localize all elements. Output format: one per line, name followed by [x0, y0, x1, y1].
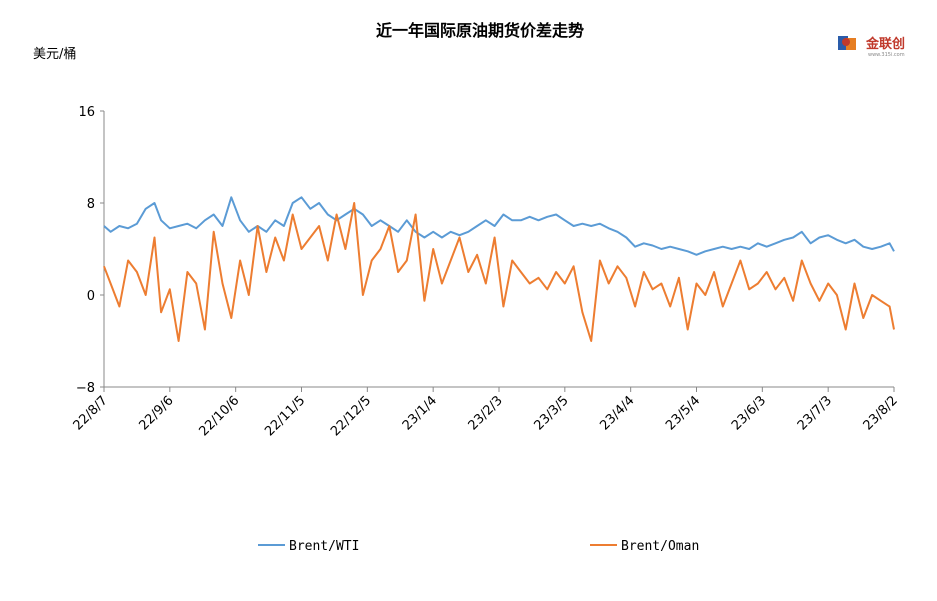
legend: Brent/WTI Brent/Oman — [258, 539, 699, 554]
brand-logo: 金联创 www.315i.com — [838, 36, 905, 58]
y-tick-label: 16 — [78, 105, 95, 120]
x-tick-label: 23/4/4 — [597, 393, 637, 433]
legend-item-brent-oman: Brent/Oman — [590, 539, 699, 554]
x-ticks: 22/8/7 22/9/6 22/10/6 22/11/5 22/12/5 23/1/4 2… — [71, 387, 901, 439]
x-tick-label: 22/11/5 — [262, 393, 308, 439]
legend-label: Brent/Oman — [621, 539, 699, 554]
series-line-brent-wti — [103, 196, 895, 256]
legend-item-brent-wti: Brent/WTI — [258, 539, 359, 554]
x-tick-label: 23/7/3 — [795, 393, 835, 433]
y-tick-label: −8 — [76, 381, 95, 396]
y-unit-label: 美元/桶 — [33, 47, 76, 62]
chart-title: 近一年国际原油期货价差走势 — [376, 21, 584, 40]
logo-subtext: www.315i.com — [868, 52, 905, 58]
x-tick-label: 23/6/3 — [729, 393, 769, 433]
x-tick-label: 22/8/7 — [71, 393, 111, 433]
x-tick-label: 23/2/3 — [466, 393, 506, 433]
logo-mark-icon — [838, 36, 856, 50]
x-tick-label: 22/12/5 — [328, 393, 374, 439]
x-tick-label: 22/10/6 — [196, 393, 242, 439]
y-tick-label: 8 — [87, 197, 95, 212]
x-tick-label: 23/1/4 — [400, 393, 440, 433]
x-tick-label: 23/5/4 — [663, 393, 703, 433]
x-tick-label: 23/3/5 — [531, 393, 571, 433]
series-line-brent-oman — [103, 202, 895, 342]
x-tick-label: 23/8/2 — [861, 393, 901, 433]
x-tick-label: 22/9/6 — [136, 393, 176, 433]
logo-text: 金联创 — [865, 36, 905, 52]
legend-label: Brent/WTI — [289, 539, 359, 554]
series-layer — [103, 196, 895, 342]
y-tick-label: 0 — [87, 289, 95, 304]
y-ticks: 16 8 0 −8 — [76, 105, 104, 396]
